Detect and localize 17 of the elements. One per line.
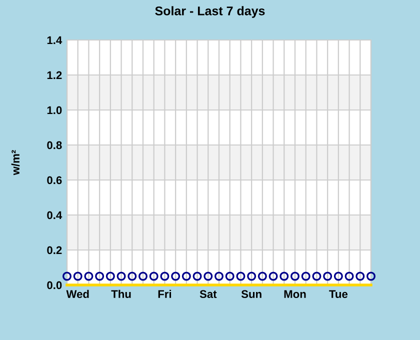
y-tick-label: 1.2 (47, 71, 62, 80)
x-tick-label: Sun (241, 290, 262, 298)
y-tick-label: 0.2 (47, 246, 62, 254)
chart-title: Solar - Last 7 days (155, 6, 265, 18)
x-tick-label: Tue (329, 290, 348, 298)
x-tick-label: Mon (284, 290, 306, 298)
y-tick-label: 0.8 (47, 141, 62, 150)
y-tick-label: 0.6 (47, 176, 62, 184)
y-tick-label: 0.4 (47, 211, 62, 220)
x-tick-label: Fri (158, 290, 172, 298)
y-axis-title: w/m² (11, 150, 20, 176)
x-tick-label: Sat (200, 290, 217, 298)
y-tick-label: 1.0 (47, 106, 62, 114)
x-tick-label: Thu (111, 290, 131, 298)
y-tick-label: 0.0 (47, 281, 62, 290)
x-tick-label: Wed (66, 290, 89, 298)
y-tick-label: 1.4 (47, 36, 62, 44)
